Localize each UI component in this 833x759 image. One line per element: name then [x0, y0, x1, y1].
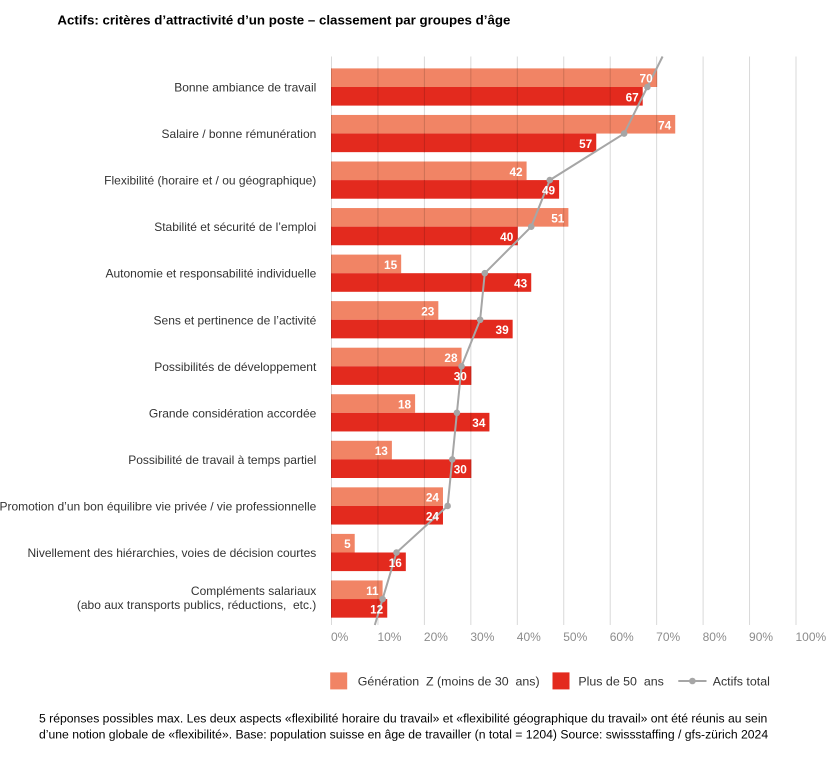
svg-text:Stabilité et sécurité de l’emp: Stabilité et sécurité de l’emploi — [154, 220, 316, 234]
svg-text:49: 49 — [542, 183, 556, 197]
svg-text:24: 24 — [426, 491, 440, 505]
svg-text:43: 43 — [514, 277, 528, 291]
svg-text:74: 74 — [658, 118, 672, 132]
svg-text:40%: 40% — [517, 630, 541, 644]
svg-text:Bonne ambiance de travail: Bonne ambiance de travail — [174, 81, 316, 95]
svg-text:Possibilité de travail à temps: Possibilité de travail à temps partiel — [128, 453, 316, 467]
svg-text:60%: 60% — [610, 630, 634, 644]
svg-text:80%: 80% — [703, 630, 727, 644]
svg-text:d’une notion globale de «flexi: d’une notion globale de «flexibilité». B… — [39, 728, 768, 742]
svg-text:Nivellement des hiérarchies, v: Nivellement des hiérarchies, voies de dé… — [27, 546, 316, 560]
svg-text:Plus de 50 ans: Plus de 50 ans — [578, 675, 663, 689]
svg-text:30%: 30% — [470, 630, 494, 644]
svg-text:18: 18 — [398, 398, 412, 412]
svg-text:Actifs total: Actifs total — [713, 675, 770, 689]
svg-text:51: 51 — [551, 211, 565, 225]
svg-text:12: 12 — [370, 602, 384, 616]
svg-text:Grande considération accordée: Grande considération accordée — [149, 406, 317, 420]
svg-text:Actifs: critères d’attractivit: Actifs: critères d’attractivité d’un pos… — [57, 12, 510, 27]
svg-text:90%: 90% — [749, 630, 773, 644]
svg-text:11: 11 — [366, 584, 379, 598]
svg-text:24: 24 — [426, 509, 440, 523]
svg-text:100%: 100% — [796, 630, 827, 644]
svg-text:Possibilités de développement: Possibilités de développement — [154, 360, 317, 374]
svg-text:23: 23 — [421, 304, 435, 318]
svg-text:70%: 70% — [656, 630, 680, 644]
svg-text:Autonomie et responsabilité in: Autonomie et responsabilité individuelle — [106, 267, 317, 281]
svg-text:15: 15 — [384, 258, 398, 272]
svg-text:70: 70 — [640, 72, 654, 86]
svg-text:34: 34 — [472, 416, 486, 430]
svg-text:20%: 20% — [424, 630, 448, 644]
svg-text:(abo aux transports publics, r: (abo aux transports publics, réductions,… — [77, 598, 316, 612]
svg-text:67: 67 — [626, 90, 640, 104]
svg-text:57: 57 — [579, 137, 593, 151]
svg-text:50%: 50% — [563, 630, 587, 644]
svg-text:30: 30 — [454, 463, 468, 477]
svg-text:42: 42 — [509, 165, 523, 179]
svg-text:Sens et pertinence de l’activi: Sens et pertinence de l’activité — [154, 313, 317, 327]
svg-text:Flexibilité (horaire et / ou g: Flexibilité (horaire et / ou géographiqu… — [104, 174, 316, 188]
svg-text:Salaire / bonne rémunération: Salaire / bonne rémunération — [162, 127, 317, 141]
svg-text:13: 13 — [375, 444, 389, 458]
svg-text:16: 16 — [389, 556, 403, 570]
svg-text:Génération Z (moins de 30 an: Génération Z (moins de 30 ans) — [358, 675, 540, 689]
svg-text:30: 30 — [454, 370, 468, 384]
svg-text:28: 28 — [444, 351, 458, 365]
svg-text:40: 40 — [500, 230, 514, 244]
svg-text:Promotion d’un bon équilibre v: Promotion d’un bon équilibre vie privée … — [0, 499, 317, 513]
svg-text:Compléments salariaux: Compléments salariaux — [191, 584, 316, 598]
svg-text:5 réponses possibles max. Les: 5 réponses possibles max. Les deux aspec… — [39, 711, 767, 725]
svg-text:5: 5 — [344, 537, 351, 551]
svg-text:10%: 10% — [377, 630, 401, 644]
svg-text:0%: 0% — [331, 630, 349, 644]
svg-text:39: 39 — [496, 323, 510, 337]
